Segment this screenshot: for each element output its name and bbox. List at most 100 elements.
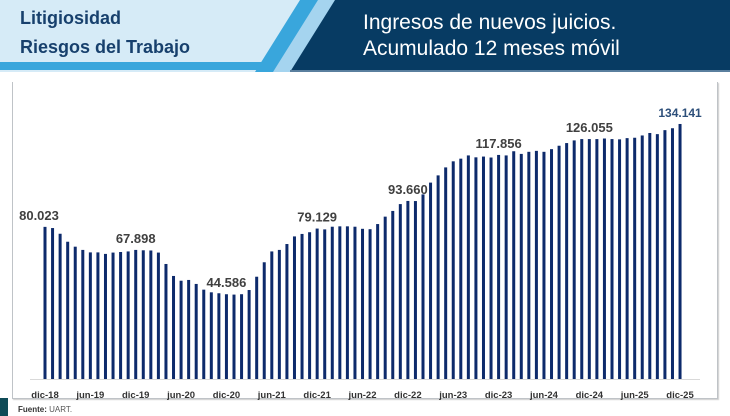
bar	[489, 157, 493, 379]
bar	[534, 150, 538, 379]
bar	[572, 140, 576, 379]
bar	[103, 253, 107, 379]
bar	[126, 251, 130, 379]
bar	[262, 262, 266, 379]
bar	[444, 167, 448, 379]
bar	[398, 204, 402, 379]
data-label: 126.055	[566, 120, 613, 135]
x-tick-label: jun-19	[75, 390, 104, 401]
bar	[58, 233, 62, 379]
bar	[194, 283, 198, 379]
bar	[655, 134, 659, 379]
bar	[338, 226, 342, 379]
bar	[527, 151, 531, 379]
bar	[164, 263, 168, 379]
x-tick-label: dic-18	[31, 390, 58, 401]
bar	[292, 236, 296, 379]
header-right-title-2: Acumulado 12 meses móvil	[363, 37, 620, 60]
bar	[587, 139, 591, 379]
x-tick-label: dic-23	[485, 390, 512, 401]
bar	[633, 137, 637, 379]
source-value: UART.	[49, 405, 73, 414]
bar	[542, 151, 546, 379]
bar	[96, 252, 100, 379]
data-label: 93.660	[388, 182, 428, 197]
bar	[413, 201, 417, 379]
bar	[202, 289, 206, 379]
bar	[459, 158, 463, 379]
bar	[300, 233, 304, 379]
bar	[519, 153, 523, 379]
bar	[315, 228, 319, 379]
bar	[504, 155, 508, 379]
x-tick-label: jun-21	[257, 390, 287, 401]
bar	[209, 292, 213, 379]
bar	[217, 293, 221, 379]
bar	[618, 139, 622, 379]
bar	[43, 226, 47, 379]
header-banner: Litigiosidad Riesgos del Trabajo Ingreso…	[0, 0, 730, 72]
bar	[73, 246, 77, 379]
data-label: 134.141	[658, 106, 702, 120]
data-label: 44.586	[207, 275, 247, 290]
bar	[141, 250, 145, 379]
x-tick-label: dic-21	[303, 390, 331, 401]
bar	[187, 279, 191, 379]
bar	[406, 200, 410, 379]
x-tick-label: jun-25	[620, 390, 650, 401]
bar	[670, 128, 674, 379]
x-tick-label: jun-20	[166, 390, 195, 401]
bar	[88, 252, 92, 379]
data-label: 79.129	[297, 210, 337, 225]
bar	[240, 294, 244, 379]
bar	[451, 161, 455, 379]
bar	[474, 157, 478, 379]
bar	[353, 226, 357, 379]
bar	[51, 228, 55, 379]
x-tick-label: jun-24	[529, 390, 559, 401]
bar	[277, 249, 281, 379]
bar	[224, 294, 228, 379]
bar	[481, 156, 485, 379]
bar	[134, 249, 138, 379]
header-right-title-1: Ingresos de nuevos juicios.	[363, 11, 617, 34]
bar	[368, 229, 372, 379]
bar	[179, 280, 183, 379]
bar	[345, 226, 349, 379]
bar	[391, 210, 395, 379]
bar	[81, 249, 85, 379]
bar	[466, 155, 470, 379]
bar	[149, 250, 153, 379]
chart-frame	[12, 82, 718, 399]
bar	[565, 143, 569, 379]
bar	[663, 130, 667, 379]
bar	[512, 151, 516, 379]
corner-marker	[0, 398, 8, 416]
bar	[376, 224, 380, 379]
header-left-title-1: Litigiosidad	[20, 8, 121, 28]
bar	[383, 216, 387, 379]
bar	[66, 241, 70, 379]
bar	[429, 182, 433, 379]
x-tick-label: jun-23	[438, 390, 467, 401]
data-label: 80.023	[19, 208, 59, 223]
bar	[119, 252, 123, 379]
bar	[285, 244, 289, 379]
bar	[557, 145, 561, 379]
bar	[550, 149, 554, 379]
x-tick-label: dic-19	[122, 390, 149, 401]
bar	[247, 290, 251, 379]
bar	[172, 275, 176, 379]
bar	[640, 135, 644, 379]
data-label: 67.898	[116, 231, 156, 246]
bar	[648, 132, 652, 379]
data-label: 117.856	[475, 136, 521, 151]
bar	[625, 138, 629, 379]
header-background	[0, 0, 730, 72]
bar	[678, 123, 682, 379]
header-left-title-2: Riesgos del Trabajo	[20, 37, 191, 57]
x-tick-label: dic-24	[576, 390, 604, 401]
x-tick-label: dic-20	[213, 390, 240, 401]
bar	[308, 232, 312, 379]
